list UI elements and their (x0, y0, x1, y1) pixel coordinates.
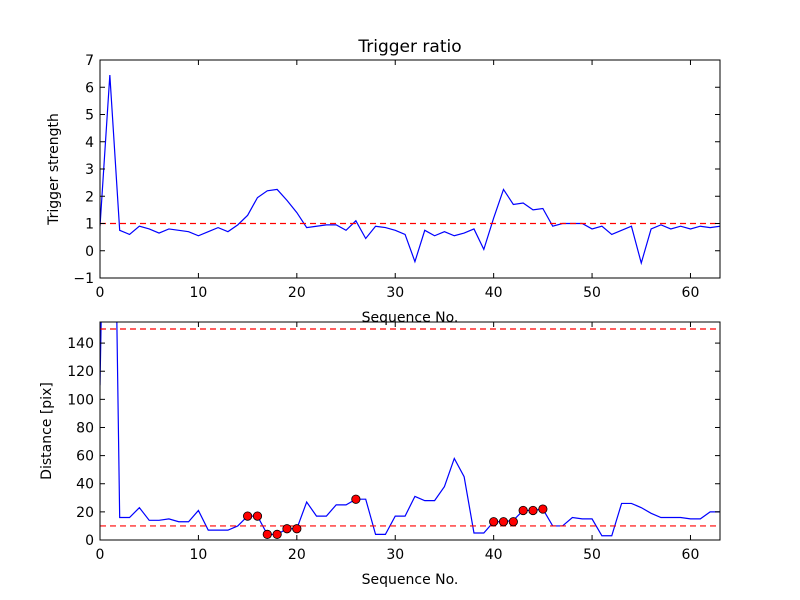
top-plot-series-line (100, 74, 720, 266)
bottom-plot-marker-9 (508, 517, 518, 527)
bottom-plot-xtick-label: 50 (583, 547, 601, 563)
bottom-plot-xtick-label: 60 (682, 547, 700, 563)
top-plot-xtick-label: 20 (288, 285, 306, 301)
bottom-plot-frame (99, 321, 721, 541)
top-plot-ytick-label: 7 (85, 53, 94, 69)
top-plot-ytick-label: 0 (85, 244, 94, 260)
top-plot-xtick-label: 10 (189, 285, 207, 301)
bottom-plot-xlabel: Sequence No. (362, 572, 459, 588)
bottom-plot-marker-2 (262, 529, 272, 539)
top-plot-frame (99, 59, 721, 279)
bottom-plot-ytick-label: 100 (67, 392, 94, 408)
bottom-plot-ytick-label: 40 (76, 477, 94, 493)
bottom-plot-ytick-label: 20 (76, 505, 94, 521)
top-plot-ytick-label: 2 (85, 189, 94, 205)
bottom-plot-xtick-label: 30 (386, 547, 404, 563)
top-plot-xtick-label: 40 (485, 285, 503, 301)
top-plot-xtick-label: 50 (583, 285, 601, 301)
bottom-plot-marker-11 (528, 505, 538, 516)
bottom-plot-marker-10 (518, 505, 528, 516)
bottom-plot-ytick-label: 60 (76, 449, 94, 465)
bottom-plot-marker-0 (243, 511, 253, 521)
bottom-plot-marker-5 (292, 524, 302, 534)
bottom-plot-marker-3 (272, 529, 282, 539)
bottom-plot-ylabel: Distance [pix] (39, 382, 55, 480)
bottom-plot-ytick-label: 120 (67, 364, 94, 380)
bottom-plot-panel: Distance [pix] Sequence No. 0 10 20 30 40 50 6… (39, 321, 721, 588)
top-plot-xtick-label: 0 (96, 285, 105, 301)
top-plot-title: Trigger ratio (357, 37, 461, 57)
bottom-plot-xtick-label: 20 (288, 547, 306, 563)
top-plot-ytick-label: 5 (85, 108, 94, 124)
bottom-plot-marker-12 (538, 504, 548, 514)
top-plot-xlabel: Sequence No. (362, 310, 459, 326)
top-plot-ytick-label: 6 (85, 80, 94, 96)
top-plot-ytick-label: 3 (85, 162, 94, 178)
bottom-plot-marker-8 (498, 517, 509, 527)
bottom-plot-ytick-label: 140 (67, 336, 94, 352)
bottom-plot-marker-1 (252, 511, 263, 521)
bottom-plot-xtick-label: 0 (96, 547, 105, 563)
bottom-plot-ytick-label: 0 (85, 533, 94, 549)
bottom-plot-xtick-label: 10 (189, 547, 207, 563)
top-plot-xtick-label: 30 (386, 285, 404, 301)
bottom-plot-xtick-label: 40 (485, 547, 503, 563)
top-plot-panel: Trigger ratio Trigger strength Sequence … (46, 37, 721, 326)
bottom-plot-marker-6 (351, 494, 361, 504)
top-plot-ytick-label: 1 (85, 217, 94, 233)
top-plot-ylabel: Trigger strength (46, 113, 62, 226)
top-plot-ytick-label: 4 (85, 135, 94, 151)
bottom-plot-marker-4 (282, 524, 292, 534)
top-plot-xtick-label: 60 (682, 285, 700, 301)
bottom-plot-marker-7 (489, 517, 499, 527)
top-plot-ytick-label: −1 (73, 271, 94, 287)
bottom-plot-ytick-label: 80 (76, 420, 94, 436)
bottom-plot-series-line (100, 322, 720, 537)
